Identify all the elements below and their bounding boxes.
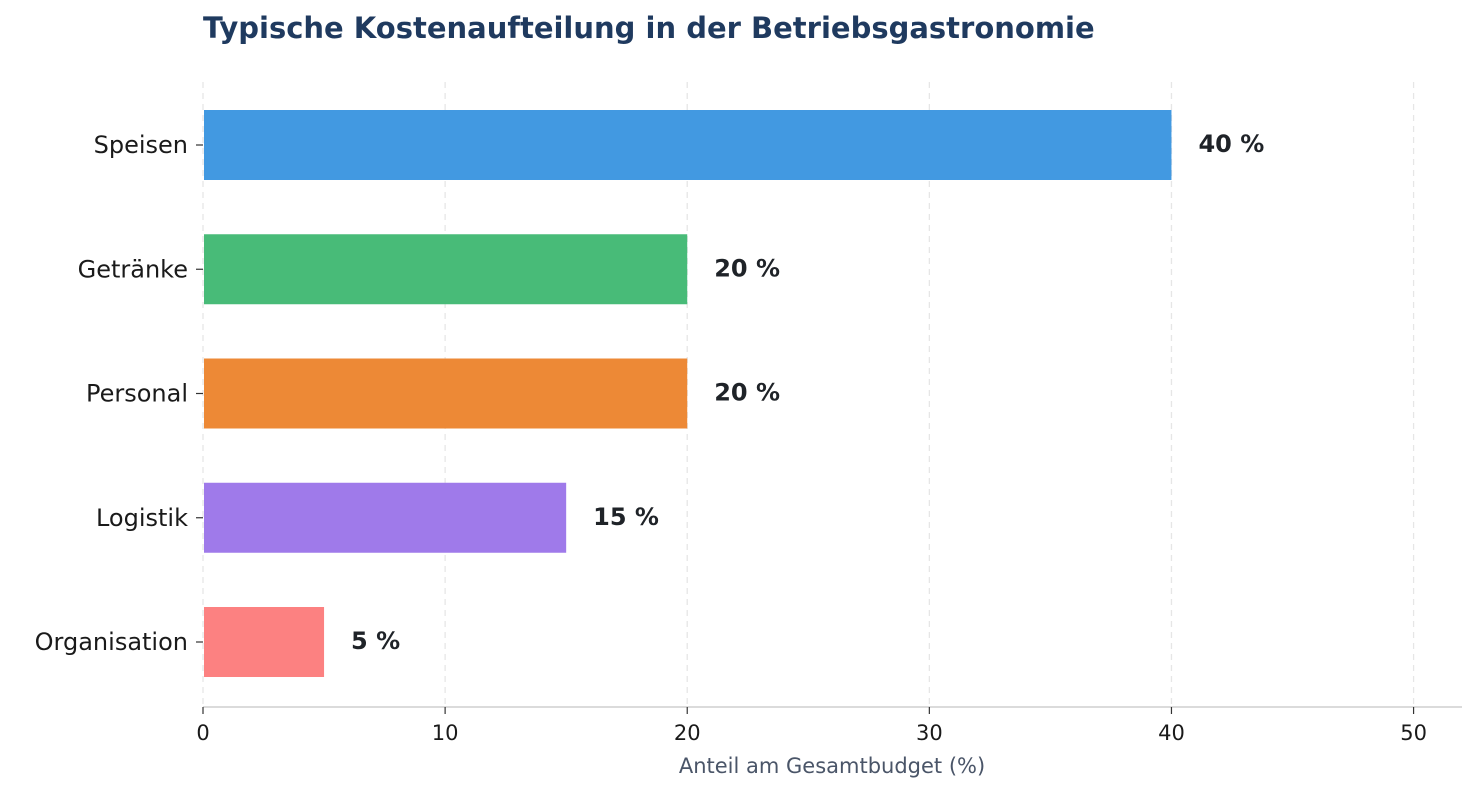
category-label-organisation: Organisation — [35, 628, 188, 656]
category-label-speisen: Speisen — [94, 131, 188, 159]
value-label-personal: 20 % — [714, 379, 780, 407]
category-label-logistik: Logistik — [96, 504, 188, 532]
x-tick-label-50: 50 — [1400, 721, 1427, 745]
bar-speisen — [204, 110, 1172, 180]
x-tick-label-10: 10 — [432, 721, 459, 745]
x-axis-label: Anteil am Gesamtbudget (%) — [679, 754, 985, 778]
bar-organisation — [204, 607, 325, 677]
category-label-getränke: Getränke — [78, 255, 188, 283]
x-tick-label-20: 20 — [674, 721, 701, 745]
x-tick-label-30: 30 — [916, 721, 943, 745]
value-label-getränke: 20 % — [714, 254, 780, 282]
x-tick-label-40: 40 — [1158, 721, 1185, 745]
value-label-logistik: 15 % — [593, 503, 659, 531]
bar-logistik — [204, 482, 567, 553]
value-label-speisen: 40 % — [1198, 130, 1264, 158]
bar-personal — [204, 358, 688, 429]
x-tick-label-0: 0 — [196, 721, 209, 745]
axes: Speisen Getränke Personal Logistik Organisat… — [35, 131, 1462, 745]
bar-getränke — [204, 234, 688, 305]
category-label-personal: Personal — [86, 380, 188, 408]
chart-title: Typische Kostenaufteilung in der Betrieb… — [203, 11, 1095, 45]
value-label-organisation: 5 % — [351, 627, 400, 655]
bars: 40 % 20 % 20 % 15 % 5 % — [204, 110, 1264, 677]
